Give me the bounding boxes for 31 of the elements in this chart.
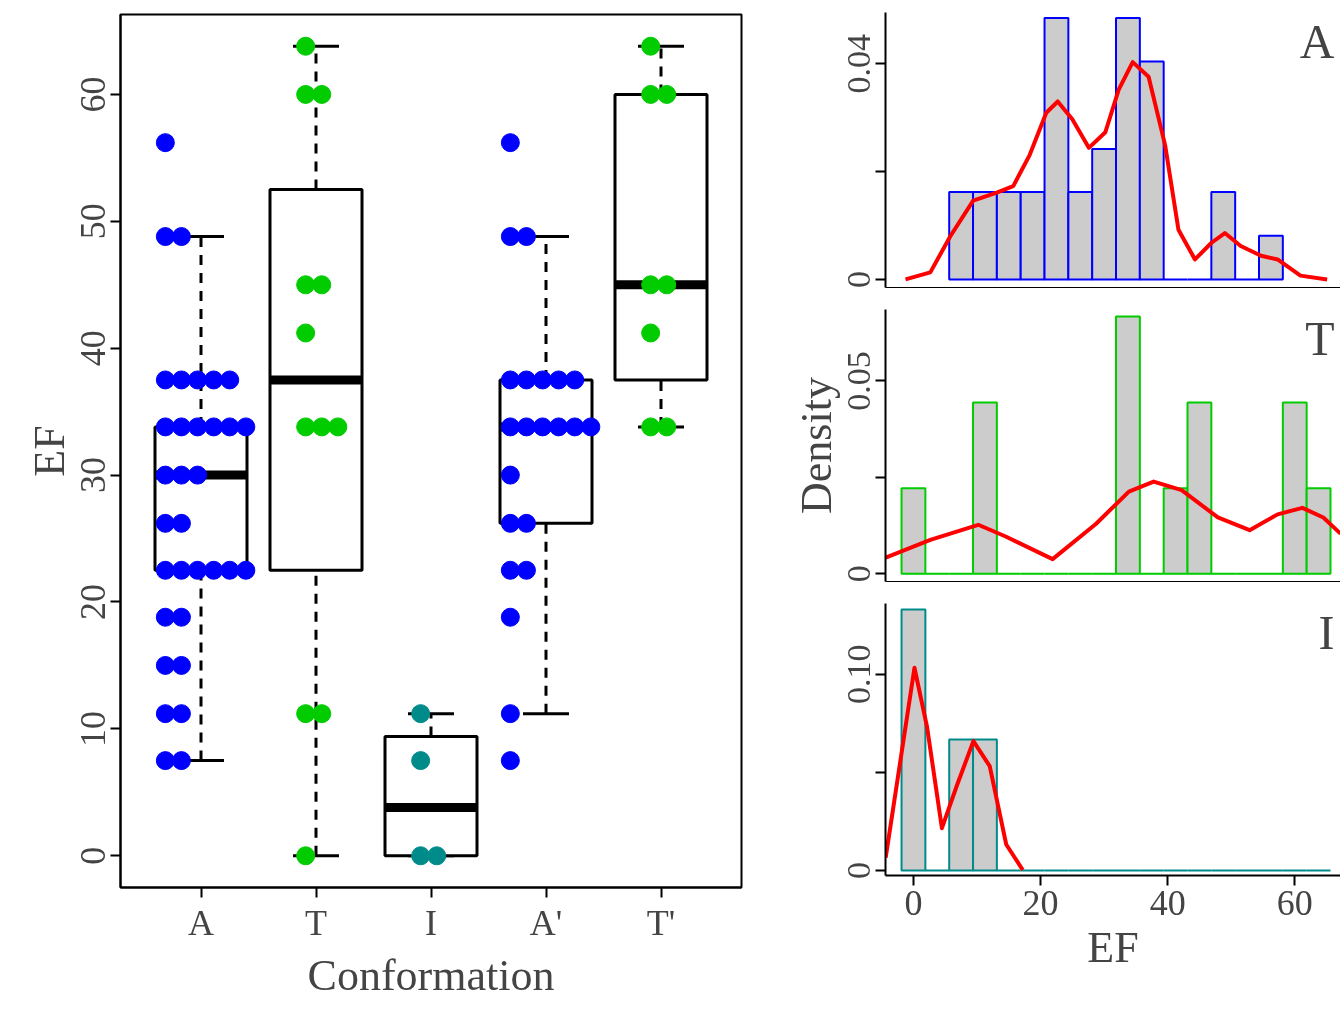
x-tick-label: A': [529, 902, 563, 943]
annotation: T: [1305, 311, 1335, 365]
line-series: [903, 60, 1330, 282]
y-tick-label: 40: [73, 330, 114, 367]
y-tick-label: 30: [73, 457, 114, 494]
y-tick-label: 0: [840, 270, 878, 288]
x-tick-label: 40: [1149, 882, 1186, 923]
x-tick-label: 60: [1276, 882, 1313, 923]
y-tick-label: 0: [840, 862, 878, 880]
x-axis-title: EF: [1087, 922, 1139, 972]
y-tick-label: 10: [73, 710, 114, 747]
annotation: I: [1318, 605, 1335, 659]
x-tick-label: 20: [1022, 882, 1059, 923]
x-tick-label: T': [646, 902, 676, 943]
line-series: [885, 479, 1340, 562]
x-tick-label: A: [188, 902, 214, 943]
annotation: A: [1299, 14, 1335, 68]
x-tick-label: I: [425, 902, 438, 943]
y-axis-title: EF: [24, 425, 74, 477]
x-tick-label: 0: [904, 882, 923, 923]
x-axis-title: Conformation: [307, 950, 555, 1000]
y-tick-label: 0.04: [840, 33, 878, 94]
y-tick-label: 50: [73, 203, 114, 240]
y-tick-label: 0: [73, 846, 114, 865]
y-tick-label: 0: [840, 565, 878, 583]
y-axis-title: Density: [791, 377, 841, 514]
y-tick-label: 60: [73, 76, 114, 113]
x-tick-label: T: [305, 902, 327, 943]
y-tick-label: 0.05: [840, 351, 878, 411]
y-tick-label: 0.10: [840, 644, 878, 704]
y-tick-label: 20: [73, 584, 114, 620]
